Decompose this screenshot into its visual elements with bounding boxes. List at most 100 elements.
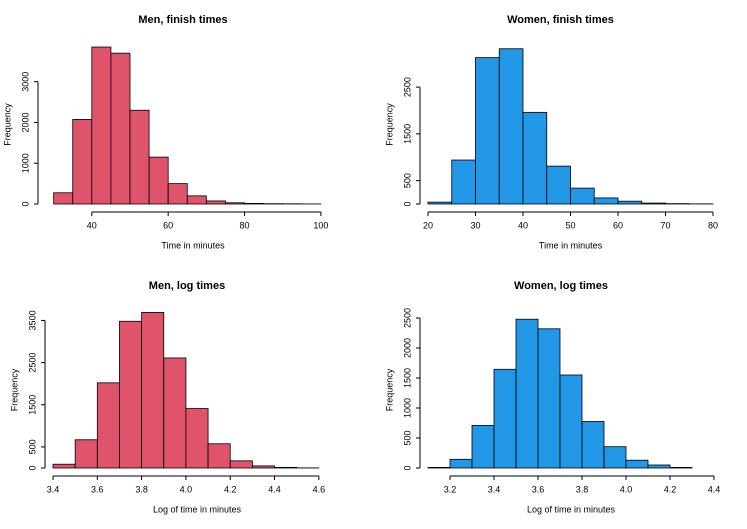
y-axis-label: Frequency [384,103,394,146]
histogram-bar [451,159,476,205]
chart-title: Women, finish times [507,14,614,26]
y-tick-label: 500 [402,173,412,188]
histogram-bar [129,109,150,205]
histogram-bar [471,424,495,469]
x-tick-label: 3.2 [444,484,457,494]
histogram-bar [110,52,131,205]
y-tick-label: 500 [27,439,37,454]
histogram-bar [167,183,188,205]
histogram-bar [148,156,169,205]
x-tick-label: 4.4 [708,484,721,494]
histogram-bar [185,408,209,469]
x-tick-label: 3.4 [488,484,501,494]
histogram-bar [163,357,187,469]
y-axis-label: Frequency [9,368,19,411]
y-tick-label: 2500 [402,308,412,328]
y-tick-label: 1500 [27,395,37,415]
y-tick-label: 1500 [402,368,412,388]
y-tick-label: 2500 [402,77,412,97]
histogram-bar [498,48,524,205]
x-tick-label: 3.6 [532,484,545,494]
x-axis-label: Log of time in minutes [153,504,242,514]
y-tick-label: 500 [402,430,412,445]
y-tick-label: 3500 [27,310,37,330]
histogram-bar [581,421,605,469]
histogram-bar [669,466,693,469]
x-tick-label: 3.6 [91,484,104,494]
x-tick-label: 50 [565,220,575,230]
histogram-bar [207,443,231,469]
histogram-bar [537,328,561,469]
y-tick-label: 2000 [402,338,412,358]
histogram-bar [74,439,98,469]
histogram-bar [570,187,595,205]
x-tick-label: 20 [423,220,433,230]
y-tick-label: 1500 [402,124,412,144]
histogram-bar [427,466,451,469]
y-tick-label: 1000 [402,398,412,418]
x-tick-label: 60 [613,220,623,230]
x-tick-label: 3.8 [135,484,148,494]
histogram-bar [522,111,548,205]
x-tick-label: 80 [708,220,718,230]
histogram-bar [141,312,165,469]
x-tick-label: 3.4 [47,484,60,494]
x-tick-label: 3.8 [576,484,589,494]
histogram-bar [449,458,473,469]
histogram-bar [515,318,539,469]
histogram-bar [53,192,74,205]
x-tick-label: 4.6 [313,484,326,494]
histogram-bar [617,200,643,205]
y-axis-label: Frequency [384,368,394,411]
x-axis-label: Time in minutes [539,240,603,250]
y-axis-label: Frequency [2,103,12,146]
histogram-bar [593,197,619,205]
histogram-bar [559,374,583,469]
y-tick-label: 1000 [20,153,30,173]
histogram-bar [229,460,253,469]
histogram-bar [647,464,671,469]
y-tick-label: 0 [27,465,37,470]
histogram-bar [493,368,517,469]
histogram-bar [244,202,265,205]
histogram-bar [603,446,627,469]
x-tick-label: 80 [240,220,250,230]
x-tick-label: 4.4 [268,484,281,494]
histogram-bar [274,466,298,469]
histogram-bar [546,165,571,205]
x-axis-label: Time in minutes [161,240,225,250]
x-tick-label: 30 [470,220,480,230]
histogram-bar [225,202,245,205]
y-tick-label: 0 [20,201,30,206]
histogram-bar [625,459,649,469]
histogram-bar [641,202,666,205]
x-tick-label: 70 [660,220,670,230]
y-tick-label: 2500 [27,353,37,373]
histogram-bar [72,119,93,205]
histogram-bar [91,46,112,205]
x-tick-label: 4.2 [664,484,677,494]
histogram-bar [205,200,226,205]
chart-title: Men, log times [149,280,225,292]
y-tick-label: 3000 [20,72,30,92]
y-tick-label: 0 [402,465,412,470]
histogram-bar [52,463,76,469]
histogram-bar [427,201,453,205]
histogram-bar [475,57,500,205]
y-tick-label: 2000 [20,112,30,132]
chart-title: Women, log times [514,280,608,292]
histogram-bar [96,382,120,469]
x-tick-label: 100 [313,220,328,230]
histogram-bar [186,195,207,205]
x-tick-label: 40 [518,220,528,230]
x-tick-label: 60 [163,220,173,230]
x-axis-label: Log of time in minutes [527,504,616,514]
histogram-bar [251,465,275,469]
chart-title: Men, finish times [138,14,227,26]
histogram-bar [119,320,143,469]
x-tick-label: 4.2 [224,484,237,494]
y-tick-label: 0 [402,201,412,206]
x-tick-label: 40 [87,220,97,230]
x-tick-label: 4.0 [620,484,633,494]
